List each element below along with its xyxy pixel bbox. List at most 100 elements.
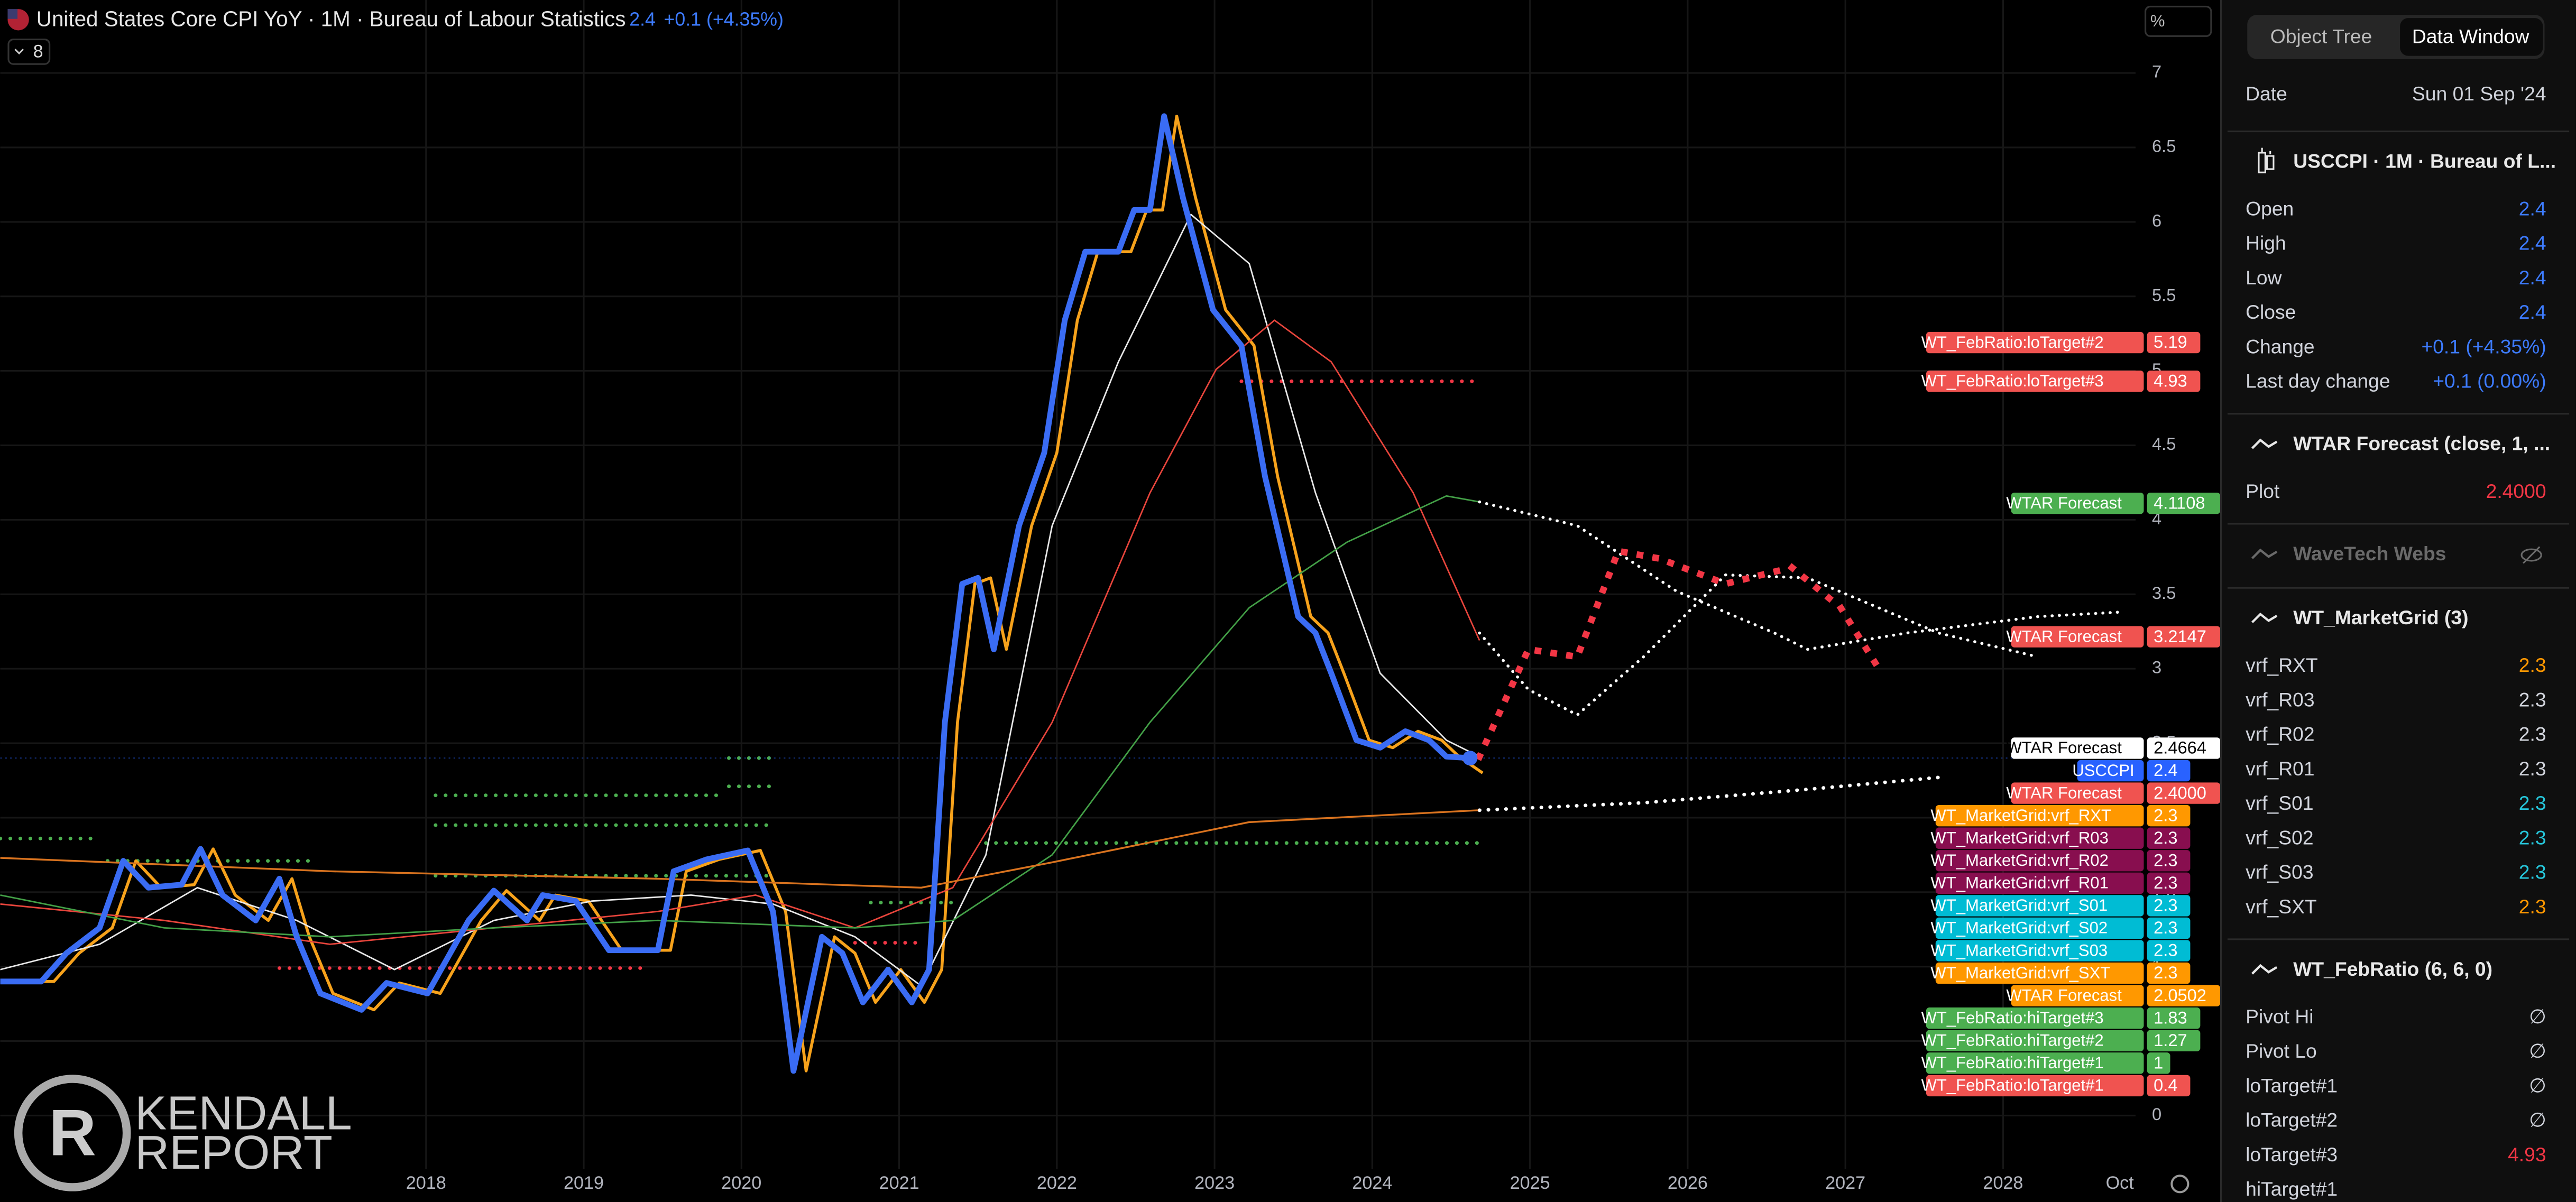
tag-label-bg (1926, 1007, 2144, 1029)
last-value: 2.4 (629, 8, 656, 30)
y-tick-label: 3.5 (2152, 583, 2176, 603)
tag-label-bg (1926, 371, 2144, 392)
y-tick-label: 7 (2152, 62, 2161, 81)
candle-icon (2258, 147, 2275, 173)
tag-value: 2.3 (2154, 918, 2177, 937)
tag-value: 2.4000 (2154, 783, 2206, 802)
row-label: hiTarget#1 (2246, 1178, 2338, 1200)
tag-value: 2.3 (2154, 805, 2177, 825)
tag-value-bg (2147, 331, 2201, 354)
row-label: Pivot Lo (2246, 1040, 2317, 1062)
row-value: 2.3 (2519, 826, 2546, 848)
logo-mark: R (49, 1097, 96, 1170)
tag-label: WT_FebRatio:hiTarget#1 (1921, 1053, 2104, 1072)
row-value: ∅ (2529, 1005, 2546, 1028)
series-line (1477, 775, 1940, 812)
row-value: 2.3 (2519, 895, 2546, 918)
tag-label-bg (2011, 626, 2144, 648)
row-value: 2.3 (2519, 723, 2546, 745)
row-label: Low (2246, 266, 2281, 289)
row-label: vrf_SXT (2246, 895, 2317, 918)
row-label: vrf_S03 (2246, 861, 2313, 883)
price-tags: WT_FebRatio:loTarget#2 5.19 WT_FebRatio:lo… (1921, 331, 2221, 1097)
series-line (1478, 573, 2039, 717)
row-value: 2.4 (2519, 197, 2546, 219)
tag-value-bg (2147, 872, 2191, 894)
series-line (0, 214, 1480, 987)
plot (0, 113, 2136, 1074)
tag-value-bg (2147, 1007, 2201, 1029)
row-value: 2.3 (2519, 792, 2546, 814)
row-value: 2.3 (2519, 861, 2546, 883)
y-tick-label: 6.5 (2152, 136, 2176, 156)
logo-ring (14, 1075, 131, 1191)
row-value: 2.4 (2519, 301, 2546, 323)
row-value: 4.93 (2508, 1143, 2546, 1166)
date: Sun 01 Sep '24 (2412, 82, 2546, 105)
line-icon (2251, 438, 2278, 449)
series-line (0, 113, 1470, 1074)
section-title: WTAR Forecast (close, 1, ... (2293, 432, 2550, 455)
tag-label: WT_MarketGrid:vrf_R02 (1930, 851, 2108, 870)
x-tick-label: 2024 (1352, 1173, 1392, 1193)
x-tick-label: 2028 (1983, 1173, 2023, 1193)
row-label: loTarget#3 (2246, 1143, 2338, 1166)
tag-value: 2.3 (2154, 873, 2177, 892)
series-line (0, 809, 1480, 889)
tag-label-bg (1935, 850, 2144, 872)
row-value: +0.1 (+4.35%) (2421, 335, 2546, 357)
tag-value-bg (2147, 850, 2191, 872)
tag-value-bg (2147, 805, 2191, 827)
last-point (1462, 751, 1478, 766)
tag-label: USCCPI (2072, 761, 2134, 780)
x-tick-label: 2026 (1668, 1173, 1708, 1193)
x-tick-label: 2021 (879, 1173, 919, 1193)
change: +0.1 (+4.35%) (664, 8, 784, 30)
tag-value-bg (2147, 917, 2191, 939)
tag-value: 2.3 (2154, 895, 2177, 915)
line-icon (2251, 612, 2278, 623)
series-line (0, 319, 1480, 945)
row-label: Pivot Hi (2246, 1005, 2313, 1028)
row-label: vrf_R03 (2246, 688, 2314, 710)
row-label: vrf_S01 (2246, 792, 2313, 814)
tag-value-bg (2147, 827, 2191, 849)
tag-value-bg (2147, 962, 2191, 984)
tag-value: 2.3 (2154, 940, 2177, 960)
tag-label: WT_MarketGrid:vrf_S03 (1930, 941, 2108, 959)
tag-label: WT_FebRatio:hiTarget#3 (1921, 1009, 2104, 1027)
tag-label-bg (2077, 760, 2144, 782)
tag-label-bg (1926, 1052, 2144, 1074)
tag-value-bg (2147, 1030, 2201, 1051)
tag-label-bg (1935, 917, 2144, 939)
row-value: 2.3 (2519, 757, 2546, 780)
flag-canton (7, 9, 18, 19)
tag-value-bg (2147, 492, 2221, 514)
row-label: Open (2246, 197, 2294, 219)
tag-label-bg (1926, 1075, 2144, 1097)
row-label: Plot (2246, 480, 2280, 502)
data-window: Object Tree Data Window Date Sun 01 Sep '24… (2227, 18, 2570, 1200)
tab[interactable]: Object Tree (2270, 25, 2372, 47)
settings-icon[interactable] (2170, 1175, 2189, 1194)
tag-label: WT_MarketGrid:vrf_RXT (1930, 806, 2111, 825)
tag-label-bg (1935, 827, 2144, 849)
tab[interactable]: Data Window (2412, 25, 2529, 47)
hidden-icon[interactable] (2520, 548, 2542, 562)
indicators-toggle[interactable] (7, 39, 51, 65)
tag-value: 3.2147 (2154, 626, 2206, 646)
tag-value-bg (2147, 895, 2191, 917)
x-tick-label: Oct (2106, 1173, 2135, 1193)
tag-value: 2.4 (2154, 760, 2177, 780)
x-tick-label: 2027 (1825, 1173, 1865, 1193)
tag-value: 5.19 (2154, 332, 2187, 352)
row-label: Change (2246, 335, 2315, 357)
tag-label: WTAR Forecast (2006, 783, 2122, 802)
tag-value: 1 (2154, 1052, 2163, 1072)
unit-button[interactable] (2145, 5, 2212, 37)
tag-label-bg (1935, 872, 2144, 894)
hidden-icon-slash (2523, 546, 2541, 564)
row-label: Close (2246, 301, 2296, 323)
tag-label-bg (1935, 962, 2144, 984)
